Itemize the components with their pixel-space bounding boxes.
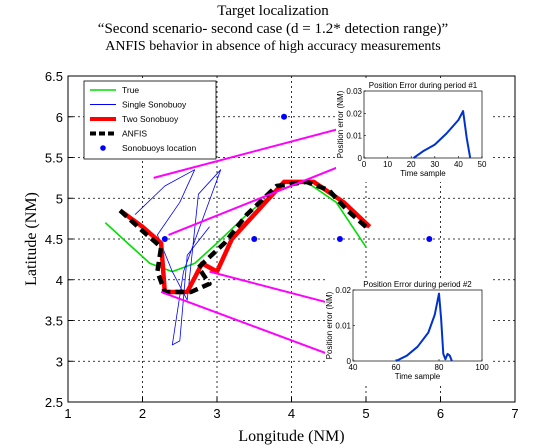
inset-title: Position Error during period #2 — [363, 280, 472, 289]
inset-x-tick-label: 40 — [454, 160, 463, 169]
sonobuoy-marker — [281, 113, 288, 120]
y-tick-label: 4.5 — [45, 232, 63, 247]
chart-title: Target localization — [217, 3, 329, 19]
inset-y-tick-label: 0.03 — [346, 87, 362, 96]
inset-y-tick-label: 0.02 — [335, 286, 351, 295]
inset-error-line — [413, 110, 472, 159]
legend-label: ANFIS — [122, 129, 147, 139]
x-tick-label: 6 — [437, 406, 444, 421]
chart-subtitle-2: ANFIS behavior in absence of high accura… — [105, 39, 441, 54]
inset-background — [325, 278, 490, 385]
inset-y-tick-label: 0 — [358, 154, 363, 163]
inset-x-tick-label: 30 — [430, 160, 439, 169]
y-tick-label: 2.5 — [45, 395, 63, 410]
legend-swatch — [100, 145, 106, 151]
inset-x-tick-label: 40 — [349, 363, 358, 372]
inset-background — [336, 79, 490, 182]
callout-arrow — [153, 117, 372, 179]
x-tick-label: 3 — [213, 406, 220, 421]
inset-x-axis-label: Time sample — [395, 372, 441, 381]
y-tick-label: 6 — [56, 110, 63, 125]
x-tick-label: 7 — [511, 406, 518, 421]
y-tick-label: 6.5 — [45, 69, 63, 84]
inset-y-tick-label: 0.02 — [346, 109, 362, 118]
inset-y-axis-label: Position error (NM) — [325, 291, 334, 359]
inset-x-tick-label: 0 — [362, 160, 367, 169]
y-tick-label: 4 — [56, 273, 63, 288]
chart-title-block: Target localization “Second scenario- se… — [0, 2, 546, 55]
inset-frame — [352, 289, 483, 362]
inset-y-tick-label: 0.01 — [335, 322, 351, 331]
plot-frame — [67, 75, 516, 403]
inset-x-tick-label: 100 — [475, 363, 489, 372]
inset-y-tick-label: 0 — [347, 357, 352, 366]
inset-error-line — [395, 292, 453, 362]
inset-y-axis-label: Position error (NM) — [336, 90, 345, 158]
inset-x-axis-label: Time sample — [400, 169, 446, 178]
inset-x-tick-label: 50 — [478, 160, 487, 169]
sonobuoy-marker — [336, 236, 343, 242]
chart-subtitle: “Second scenario- second case (d = 1.2* … — [97, 21, 449, 37]
inset-x-tick-label: 60 — [392, 363, 401, 372]
sonobuoy-marker — [426, 236, 433, 242]
sonobuoy-marker — [161, 236, 168, 242]
x-tick-label: 1 — [64, 406, 71, 421]
y-axis-label: Latitude (NM) — [23, 192, 40, 286]
inset-x-tick-label: 20 — [407, 160, 416, 169]
series-two-sonobuoy-line — [118, 179, 372, 295]
inset-x-tick-label: 10 — [383, 160, 392, 169]
series-true-line — [104, 181, 367, 273]
legend-label: Two Sonobuoy — [122, 114, 179, 124]
x-tick-label: 4 — [288, 406, 295, 421]
y-tick-label: 5.5 — [45, 151, 63, 166]
inset-frame — [363, 90, 483, 159]
sonobuoy-marker — [251, 236, 258, 242]
legend-label: True — [122, 85, 139, 95]
series-anfis-line — [118, 179, 368, 295]
inset-x-tick-label: 80 — [435, 363, 444, 372]
series-single-sonobuoy-line — [134, 169, 222, 346]
x-tick-label: 5 — [362, 406, 369, 421]
inset-y-tick-label: 0.01 — [346, 132, 362, 141]
y-tick-label: 5 — [56, 191, 63, 206]
y-tick-label: 3 — [56, 354, 63, 369]
inset-title: Position Error during period #1 — [369, 81, 478, 90]
legend-label: Sonobuoys location — [122, 143, 196, 153]
legend-label: Single Sonobuoy — [122, 100, 187, 110]
y-tick-label: 3.5 — [45, 314, 63, 329]
x-tick-label: 2 — [139, 406, 146, 421]
x-axis-label: Longitude (NM) — [238, 428, 344, 445]
